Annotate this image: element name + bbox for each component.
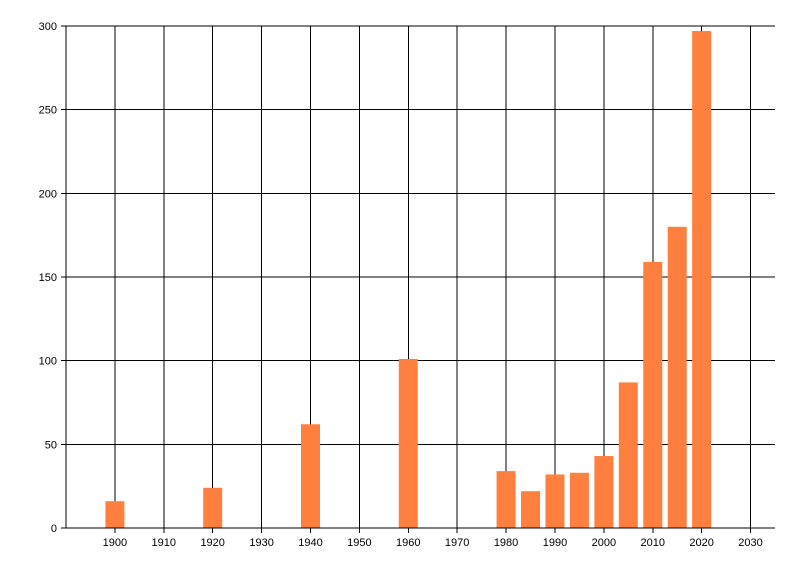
x-tick-label: 1930 bbox=[249, 537, 273, 549]
x-tick-label: 1940 bbox=[298, 537, 322, 549]
x-tick-label: 2020 bbox=[689, 537, 713, 549]
bar bbox=[105, 501, 125, 528]
bar bbox=[398, 358, 418, 528]
y-tick-label: 150 bbox=[39, 272, 57, 284]
bar bbox=[618, 382, 638, 528]
y-tick-label: 300 bbox=[39, 21, 57, 33]
y-axis-ticks: 0 50 100 150 200 250 300 bbox=[39, 21, 66, 535]
bar bbox=[692, 31, 712, 529]
bars bbox=[105, 31, 712, 529]
bar bbox=[521, 491, 541, 528]
x-tick-label: 1970 bbox=[445, 537, 469, 549]
y-tick-label: 100 bbox=[39, 356, 57, 368]
y-tick-label: 250 bbox=[39, 105, 57, 117]
x-tick-label: 1920 bbox=[200, 537, 224, 549]
bar bbox=[203, 487, 223, 528]
x-tick-label: 1980 bbox=[494, 537, 518, 549]
x-tick-label: 2030 bbox=[738, 537, 762, 549]
bar bbox=[667, 226, 687, 529]
bar bbox=[594, 456, 614, 528]
bar bbox=[643, 261, 663, 528]
x-tick-label: 1960 bbox=[396, 537, 420, 549]
x-axis-ticks: 1900 1910 1920 1930 1940 1950 1960 1970 1980 1990… bbox=[103, 528, 763, 549]
y-tick-label: 200 bbox=[39, 188, 57, 200]
y-tick-label: 50 bbox=[45, 439, 57, 451]
x-tick-label: 1950 bbox=[347, 537, 371, 549]
bar bbox=[545, 474, 565, 528]
bar bbox=[569, 472, 589, 528]
x-tick-label: 1900 bbox=[103, 537, 127, 549]
x-tick-label: 1910 bbox=[152, 537, 176, 549]
x-tick-label: 2000 bbox=[592, 537, 616, 549]
x-tick-label: 1990 bbox=[543, 537, 567, 549]
bar bbox=[496, 471, 516, 528]
y-tick-label: 0 bbox=[51, 523, 57, 535]
bar bbox=[300, 424, 320, 528]
x-tick-label: 2010 bbox=[641, 537, 665, 549]
